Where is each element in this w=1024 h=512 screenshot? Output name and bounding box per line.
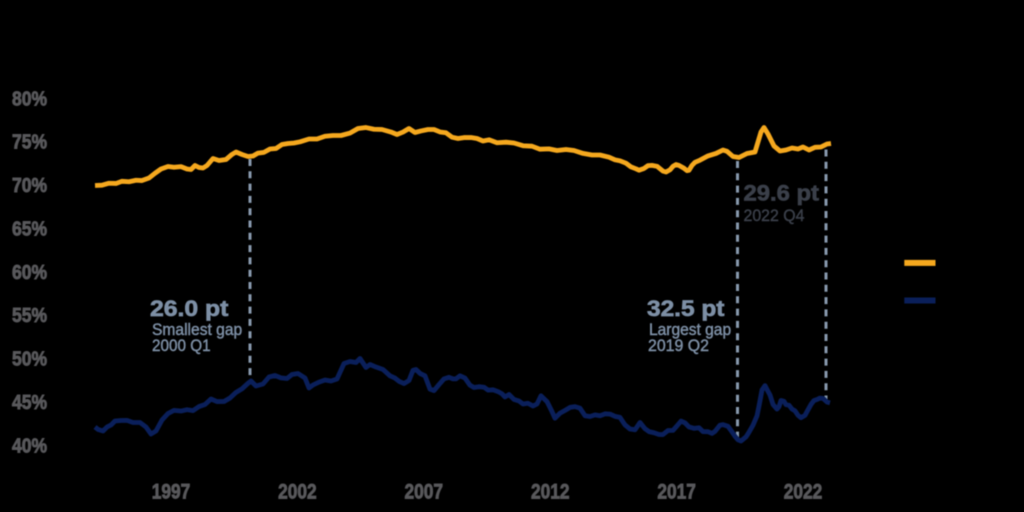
svg-text:2022: 2022 (784, 480, 823, 503)
svg-text:2022 Q4: 2022 Q4 (744, 207, 805, 225)
svg-text:Smallest gap: Smallest gap (152, 321, 242, 339)
svg-text:Largest gap: Largest gap (649, 321, 731, 339)
svg-text:70%: 70% (12, 175, 47, 197)
svg-text:65%: 65% (12, 218, 47, 240)
svg-text:2007: 2007 (405, 480, 444, 503)
svg-text:60%: 60% (12, 262, 47, 284)
svg-text:50%: 50% (12, 349, 47, 371)
svg-text:55%: 55% (12, 305, 47, 327)
svg-text:75%: 75% (12, 132, 47, 154)
svg-text:26.0 pt: 26.0 pt (150, 296, 229, 321)
svg-text:2002: 2002 (278, 480, 317, 503)
svg-text:2012: 2012 (531, 480, 570, 503)
svg-text:32.5 pt: 32.5 pt (647, 296, 725, 321)
svg-text:40%: 40% (12, 435, 47, 457)
svg-text:2019 Q2: 2019 Q2 (648, 337, 709, 355)
svg-text:2000 Q1: 2000 Q1 (152, 337, 211, 355)
svg-text:45%: 45% (12, 392, 47, 414)
svg-text:2017: 2017 (657, 480, 696, 503)
svg-text:29.6 pt: 29.6 pt (744, 181, 820, 206)
svg-text:1997: 1997 (152, 480, 191, 503)
svg-text:80%: 80% (12, 88, 47, 110)
